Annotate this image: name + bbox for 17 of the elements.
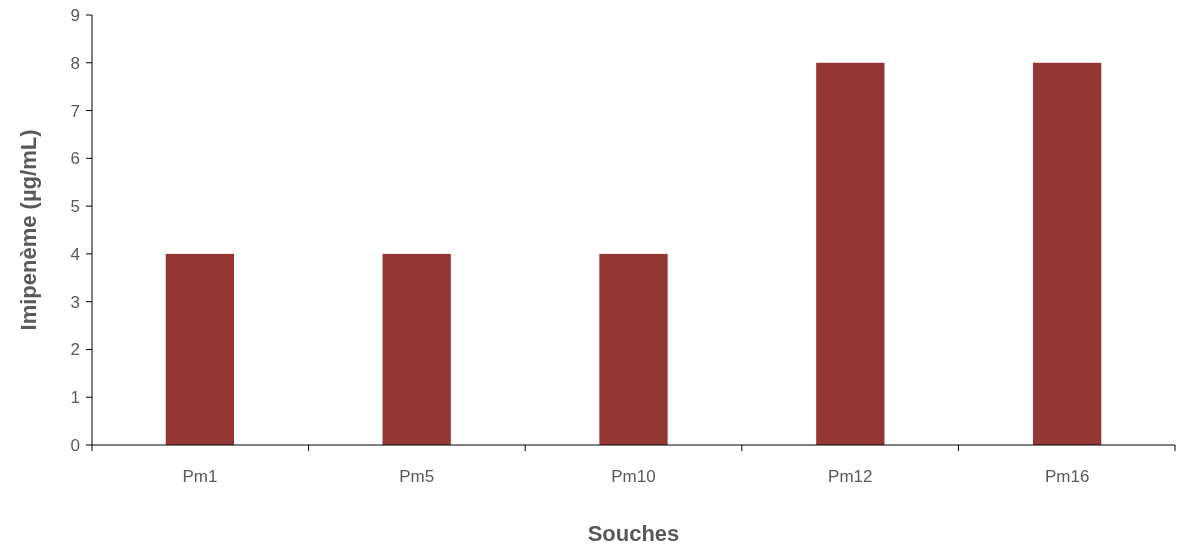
y-tick-label: 5 [70, 197, 80, 217]
y-tick-label: 2 [70, 340, 80, 360]
x-tick-label: Pm16 [1044, 467, 1090, 486]
y-tick-label: 6 [70, 149, 80, 169]
y-axis-title: Imipenème (µg/mL) [16, 129, 41, 331]
x-tick-label: Pm12 [828, 467, 873, 486]
x-axis-title: Souches [587, 521, 680, 546]
x-tick-label: Pm10 [611, 467, 656, 486]
x-tick-label: Pm1 [182, 467, 218, 486]
y-tick-label: 0 [70, 435, 80, 455]
y-tick-label: 8 [70, 53, 80, 73]
y-tick-label: 7 [70, 101, 80, 121]
y-tick-label: 9 [70, 5, 80, 25]
x-tick-label: Pm5 [399, 467, 435, 486]
y-tick-label: 1 [70, 388, 80, 408]
y-tick-label: 4 [70, 244, 80, 264]
y-tick-label: 3 [70, 292, 80, 312]
